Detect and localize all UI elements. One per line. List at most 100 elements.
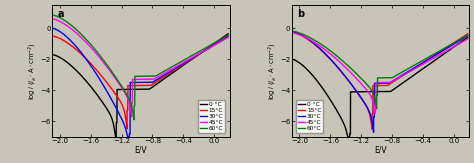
60°C: [394, 74, 400, 76]
45°C: [434, 56, 439, 58]
15°C: [321, 52, 327, 53]
0 °C: [465, 36, 471, 38]
30°C: [49, 27, 55, 29]
0 °C: [117, 89, 122, 90]
Line: 30°C: 30°C: [52, 28, 228, 137]
60°C: [420, 59, 426, 61]
15°C: [289, 31, 295, 33]
15°C: [434, 53, 439, 55]
30°C: [125, 136, 130, 138]
60°C: [117, 82, 122, 84]
Line: 15°C: 15°C: [52, 36, 228, 129]
30°C: [394, 77, 400, 79]
15°C: [420, 62, 426, 64]
15°C: [117, 99, 122, 101]
45°C: [420, 63, 426, 65]
60°C: [374, 108, 380, 110]
30°C: [181, 63, 186, 65]
Y-axis label: $\log i\ (i_a\cdot\mathrm{A\cdot cm^{-2}})$: $\log i\ (i_a\cdot\mathrm{A\cdot cm^{-2}…: [27, 42, 39, 100]
30°C: [465, 35, 471, 37]
45°C: [117, 83, 122, 85]
15°C: [155, 80, 161, 82]
15°C: [164, 74, 169, 76]
15°C: [225, 35, 231, 37]
45°C: [155, 76, 161, 78]
30°C: [164, 73, 169, 75]
15°C: [81, 56, 87, 58]
X-axis label: E/V: E/V: [374, 146, 387, 155]
30°C: [321, 51, 327, 53]
0 °C: [155, 82, 161, 84]
0 °C: [112, 136, 118, 138]
45°C: [194, 54, 200, 56]
60°C: [181, 59, 186, 61]
45°C: [356, 80, 362, 82]
15°C: [369, 128, 375, 130]
0 °C: [181, 64, 186, 66]
60°C: [49, 14, 55, 16]
30°C: [356, 94, 362, 96]
30°C: [289, 30, 295, 32]
Legend: 0 °C, 15°C, 30°C, 45°C, 60°C: 0 °C, 15°C, 30°C, 45°C, 60°C: [198, 100, 225, 133]
15°C: [181, 63, 186, 65]
60°C: [403, 69, 409, 71]
X-axis label: E/V: E/V: [135, 146, 147, 155]
30°C: [225, 36, 231, 38]
45°C: [49, 18, 55, 20]
45°C: [394, 78, 400, 80]
Line: 0 °C: 0 °C: [52, 34, 228, 137]
60°C: [225, 34, 231, 36]
45°C: [465, 38, 471, 40]
Line: 30°C: 30°C: [292, 31, 468, 132]
45°C: [164, 71, 169, 73]
45°C: [81, 39, 87, 41]
Line: 0 °C: 0 °C: [292, 37, 468, 137]
60°C: [155, 74, 161, 76]
60°C: [81, 36, 87, 38]
Legend: 0 °C, 15°C, 30°C, 45°C, 60°C: 0 °C, 15°C, 30°C, 45°C, 60°C: [296, 100, 323, 133]
30°C: [403, 72, 409, 74]
15°C: [403, 73, 409, 74]
0 °C: [394, 86, 400, 88]
Line: 60°C: 60°C: [292, 31, 468, 109]
30°C: [81, 55, 87, 57]
0 °C: [289, 58, 295, 60]
0 °C: [356, 91, 362, 93]
60°C: [434, 52, 439, 54]
15°C: [394, 78, 400, 80]
30°C: [371, 131, 376, 133]
30°C: [155, 78, 161, 80]
45°C: [289, 32, 295, 34]
45°C: [321, 48, 327, 50]
0 °C: [321, 89, 327, 91]
60°C: [194, 52, 200, 54]
45°C: [129, 116, 135, 118]
30°C: [434, 54, 439, 56]
60°C: [465, 34, 471, 36]
0 °C: [81, 78, 87, 80]
Line: 60°C: 60°C: [52, 15, 228, 120]
Text: b: b: [297, 9, 304, 19]
60°C: [356, 75, 362, 77]
0 °C: [434, 58, 439, 60]
Line: 15°C: 15°C: [292, 32, 468, 129]
0 °C: [403, 80, 409, 82]
Line: 45°C: 45°C: [52, 19, 228, 117]
45°C: [225, 37, 231, 38]
30°C: [420, 62, 426, 64]
0 °C: [164, 76, 169, 78]
60°C: [164, 69, 169, 71]
15°C: [194, 55, 200, 57]
30°C: [194, 55, 200, 57]
Text: a: a: [57, 9, 64, 19]
15°C: [49, 35, 55, 37]
0 °C: [225, 33, 231, 35]
Line: 45°C: 45°C: [292, 33, 468, 113]
15°C: [356, 94, 362, 96]
0 °C: [49, 54, 55, 56]
60°C: [131, 119, 137, 121]
45°C: [372, 112, 378, 114]
15°C: [465, 33, 471, 35]
15°C: [124, 128, 130, 130]
30°C: [117, 113, 122, 115]
